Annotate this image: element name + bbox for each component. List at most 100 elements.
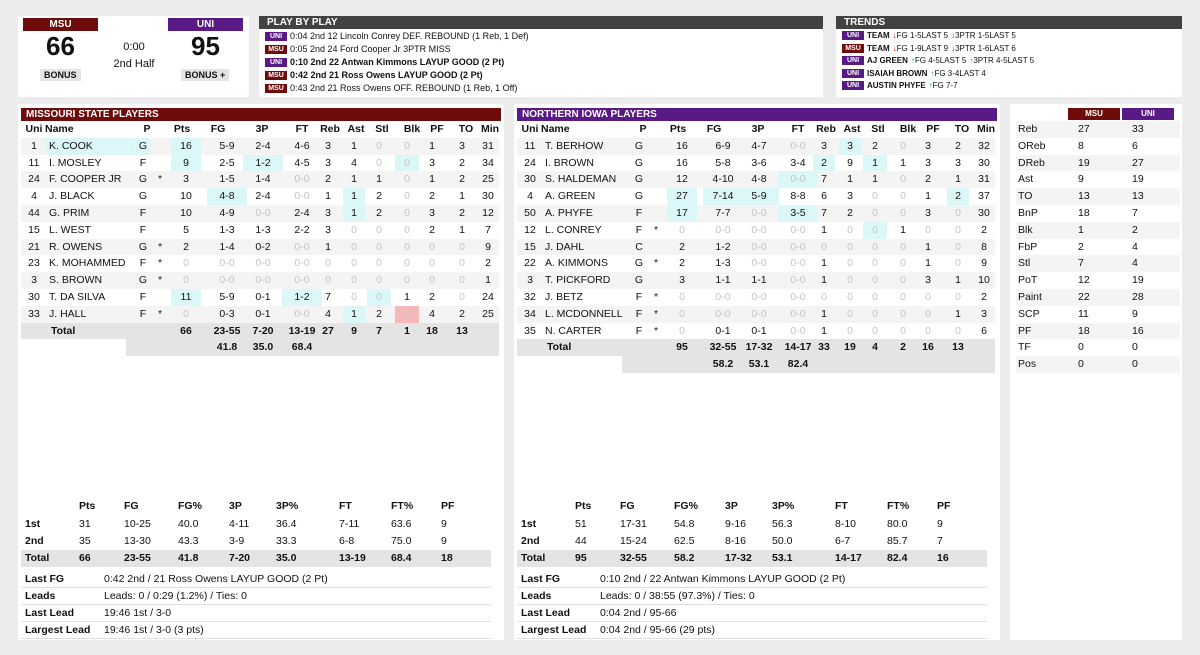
player-name[interactable]: L. WEST bbox=[49, 223, 92, 236]
column-header-reb[interactable]: Reb bbox=[320, 123, 340, 135]
player-row[interactable]: 1 K. COOK G 16 5-9 2-4 4-6 3 1 0 0 1 3 31 bbox=[21, 137, 499, 155]
player-name[interactable]: T. DA SILVA bbox=[49, 291, 106, 303]
column-header-blk[interactable]: Blk bbox=[403, 123, 421, 135]
column-header-ft[interactable]: FT bbox=[791, 123, 805, 135]
player-row[interactable]: 32 J. BETZ F * 0 0-0 0-0 0-0 0 0 0 0 0 0 2 bbox=[517, 289, 995, 306]
trend-row[interactable]: UNI TEAM ↓FG 1-5LAST 5 ↓3PTR 1-5LAST 5 bbox=[842, 30, 1182, 43]
column-header-min[interactable]: Min bbox=[480, 123, 500, 135]
player-row[interactable]: 30 S. HALDEMAN G 12 4-10 4-8 0-0 7 1 1 0 2 1 31 bbox=[517, 171, 995, 189]
player-name[interactable]: S. BROWN bbox=[49, 274, 103, 287]
column-header-stl[interactable]: Stl bbox=[871, 123, 885, 135]
player-name[interactable]: T. BERHOW bbox=[545, 139, 604, 152]
blocks: 0 bbox=[900, 207, 906, 219]
player-row[interactable]: 22 A. KIMMONS G * 2 1-3 0-0 0-0 1 0 0 0 1 0 9 bbox=[517, 255, 995, 272]
player-row[interactable]: 12 L. CONREY F * 0 0-0 0-0 0-0 1 0 0 1 0 0 2 bbox=[517, 221, 995, 239]
comparison-stat-label: Reb bbox=[1018, 123, 1038, 135]
uni-column-headers: Uni Name P Pts FG 3P FT Reb Ast Stl Blk PF TO Min bbox=[517, 121, 996, 138]
assists: 0 bbox=[847, 274, 853, 287]
play-by-play-list[interactable]: UNI 0:04 2nd 12 Lincoln Conrey DEF. REBOU… bbox=[259, 29, 823, 95]
player-row[interactable]: 15 L. WEST F 5 1-3 1-3 2-2 3 0 0 0 2 1 7 bbox=[21, 222, 499, 239]
player-name[interactable]: J. BETZ bbox=[545, 291, 583, 303]
column-header-pts[interactable]: Pts bbox=[173, 123, 191, 135]
column-header-fg[interactable]: FG bbox=[706, 123, 722, 135]
player-row[interactable]: 50 A. PHYFE F 17 7-7 0-0 3-5 7 2 0 0 3 0 30 bbox=[517, 205, 995, 222]
player-row[interactable]: 33 J. HALL F * 0 0-3 0-1 0-0 4 1 2 0 4 2 25 bbox=[21, 305, 499, 323]
player-name[interactable]: J. BLACK bbox=[49, 190, 95, 203]
column-header-p[interactable]: P bbox=[639, 123, 647, 135]
rebounds: 1 bbox=[821, 223, 827, 236]
player-row[interactable]: 21 R. OWENS G * 2 1-4 0-2 0-0 1 0 0 0 0 0 9 bbox=[21, 238, 499, 256]
trend-row[interactable]: MSU TEAM ↓FG 1-9LAST 9 ↓3PTR 1-6LAST 6 bbox=[842, 43, 1182, 56]
player-name[interactable]: I. MOSLEY bbox=[49, 156, 102, 169]
play-row[interactable]: MSU 0:05 2nd 24 Ford Cooper Jr 3PTR MISS bbox=[265, 43, 823, 56]
player-name[interactable]: R. OWENS bbox=[49, 240, 103, 253]
blocks: 0 bbox=[404, 190, 410, 203]
player-name[interactable]: G. PRIM bbox=[49, 207, 90, 219]
turnovers: 2 bbox=[955, 139, 961, 152]
player-row[interactable]: 11 T. BERHOW G 16 6-9 4-7 0-0 3 3 2 0 3 2 32 bbox=[517, 137, 995, 155]
trend-row[interactable]: UNI ISAIAH BROWN ↑FG 3-4LAST 4 bbox=[842, 68, 1182, 81]
player-name[interactable]: S. HALDEMAN bbox=[545, 173, 617, 186]
column-header-to[interactable]: TO bbox=[458, 123, 474, 135]
column-header-pf[interactable]: PF bbox=[926, 123, 940, 135]
column-header-ft[interactable]: FT bbox=[295, 123, 309, 135]
player-row[interactable]: 23 K. MOHAMMED F * 0 0-0 0-0 0-0 0 0 0 0 0 0 2 bbox=[21, 255, 499, 272]
play-row[interactable]: MSU 0:43 2nd 21 Ross Owens OFF. REBOUND (… bbox=[265, 82, 823, 95]
player-row[interactable]: 3 S. BROWN G * 0 0-0 0-0 0-0 0 0 0 0 0 0 1 bbox=[21, 272, 499, 289]
turnovers: 2 bbox=[459, 173, 465, 186]
column-header-p[interactable]: P bbox=[143, 123, 151, 135]
player-name[interactable]: L. CONREY bbox=[545, 223, 602, 236]
rebounds: 7 bbox=[821, 207, 827, 219]
player-name[interactable]: A. KIMMONS bbox=[545, 257, 609, 270]
player-row[interactable]: 30 T. DA SILVA F 11 5-9 0-1 1-2 7 0 0 1 2 0 24 bbox=[21, 289, 499, 306]
column-header-pf[interactable]: PF bbox=[430, 123, 444, 135]
halves-value: 32-55 bbox=[620, 552, 647, 564]
trends-list[interactable]: UNI TEAM ↓FG 1-5LAST 5 ↓3PTR 1-5LAST 5 MSU TE… bbox=[836, 29, 1182, 93]
player-row[interactable]: 4 J. BLACK G 10 4-8 2-4 0-0 1 1 2 0 2 1 30 bbox=[21, 188, 499, 205]
column-header-3p[interactable]: 3P bbox=[255, 123, 269, 135]
column-header-uni[interactable]: Uni bbox=[25, 123, 43, 135]
player-row[interactable]: 11 I. MOSLEY F 9 2-5 1-2 4-5 3 4 0 0 3 2 34 bbox=[21, 154, 499, 172]
player-name[interactable]: N. CARTER bbox=[545, 324, 602, 337]
column-header-pts[interactable]: Pts bbox=[669, 123, 687, 135]
player-row[interactable]: 4 A. GREEN G 27 7-14 5-9 8-8 6 3 0 0 1 2 37 bbox=[517, 188, 995, 205]
player-row[interactable]: 35 N. CARTER F * 0 0-1 0-1 0-0 1 0 0 0 0 0 6 bbox=[517, 323, 995, 340]
player-name[interactable]: K. MOHAMMED bbox=[49, 257, 126, 270]
player-name[interactable]: L. MCDONNELL bbox=[545, 307, 623, 320]
column-header-blk[interactable]: Blk bbox=[899, 123, 917, 135]
player-name[interactable]: F. COOPER JR bbox=[49, 173, 122, 186]
column-header-name[interactable]: Name bbox=[45, 123, 74, 135]
player-name[interactable]: I. BROWN bbox=[545, 156, 594, 169]
column-header-ast[interactable]: Ast bbox=[347, 123, 365, 135]
player-name[interactable]: J. HALL bbox=[49, 307, 87, 320]
player-name[interactable]: A. GREEN bbox=[545, 190, 596, 203]
play-row[interactable]: UNI 0:04 2nd 12 Lincoln Conrey DEF. REBOU… bbox=[265, 30, 823, 43]
column-header-stl[interactable]: Stl bbox=[375, 123, 389, 135]
blocks: 0 bbox=[404, 223, 410, 236]
column-header-ast[interactable]: Ast bbox=[843, 123, 861, 135]
player-name[interactable]: J. DAHL bbox=[545, 240, 585, 253]
player-row[interactable]: 34 L. MCDONNELL F * 0 0-0 0-0 0-0 1 0 0 0 0 1 3 bbox=[517, 305, 995, 323]
column-header-reb[interactable]: Reb bbox=[816, 123, 836, 135]
trend-row[interactable]: UNI AJ GREEN ↑FG 4-5LAST 5 ↑3PTR 4-5LAST 5 bbox=[842, 55, 1182, 68]
column-header-name[interactable]: Name bbox=[541, 123, 570, 135]
column-header-uni[interactable]: Uni bbox=[521, 123, 539, 135]
player-name[interactable]: A. PHYFE bbox=[545, 207, 593, 219]
player-name[interactable]: T. PICKFORD bbox=[545, 274, 611, 287]
column-header-fg[interactable]: FG bbox=[210, 123, 226, 135]
play-row[interactable]: MSU 0:42 2nd 21 Ross Owens LAYUP GOOD (2 … bbox=[265, 69, 823, 82]
play-row[interactable]: UNI 0:10 2nd 22 Antwan Kimmons LAYUP GOOD… bbox=[265, 56, 823, 69]
player-row[interactable]: 44 G. PRIM F 10 4-9 0-0 2-4 3 1 2 0 3 2 12 bbox=[21, 205, 499, 222]
trend-row[interactable]: UNI AUSTIN PHYFE ↑FG 7-7 bbox=[842, 80, 1182, 93]
starter-marker: * bbox=[653, 257, 659, 270]
column-header-to[interactable]: TO bbox=[954, 123, 970, 135]
player-row[interactable]: 24 F. COOPER JR G * 3 1-5 1-4 0-0 2 1 1 0 1 2 25 bbox=[21, 171, 499, 189]
jersey-number: 32 bbox=[524, 291, 536, 303]
column-header-min[interactable]: Min bbox=[976, 123, 996, 135]
column-header-3p[interactable]: 3P bbox=[751, 123, 765, 135]
player-row[interactable]: 15 J. DAHL C 2 1-2 0-0 0-0 0 0 0 0 1 0 8 bbox=[517, 238, 995, 256]
player-name[interactable]: K. COOK bbox=[45, 137, 135, 155]
player-row[interactable]: 24 I. BROWN G 16 5-8 3-6 3-4 2 9 1 1 3 3 30 bbox=[517, 154, 995, 172]
player-row[interactable]: 3 T. PICKFORD G 3 1-1 1-1 0-0 1 0 0 0 3 1 10 bbox=[517, 272, 995, 289]
assists: 0 bbox=[847, 307, 853, 320]
